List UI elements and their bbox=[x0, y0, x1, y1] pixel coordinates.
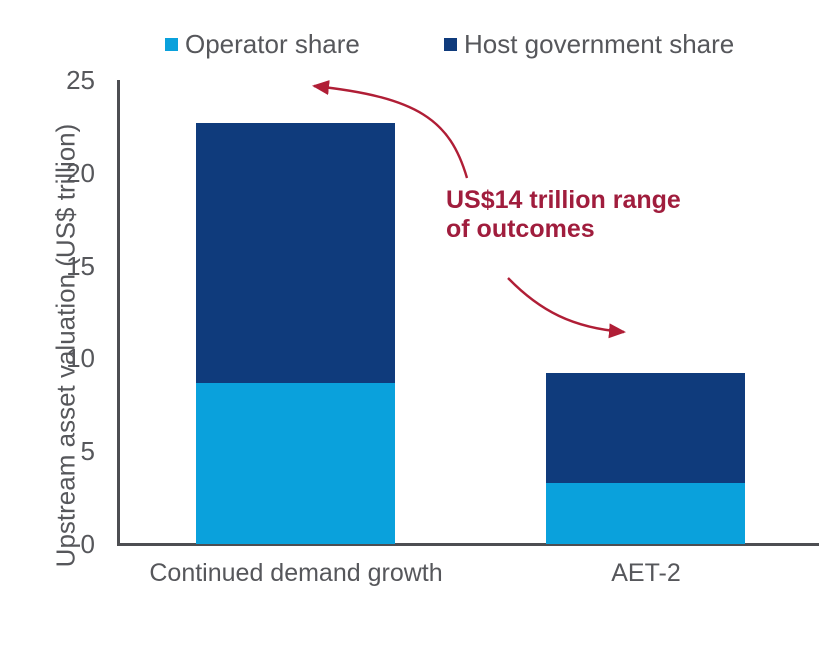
bar-2-segment-operator-share bbox=[546, 482, 745, 544]
operator-share-swatch bbox=[165, 38, 178, 51]
legend-label-operator-share: Operator share bbox=[185, 28, 360, 59]
y-tick-label-20: 20 bbox=[66, 157, 95, 188]
x-axis-line bbox=[117, 543, 819, 546]
bar-1-segment-operator-share bbox=[196, 382, 395, 544]
bar-2-segment-host-government-share bbox=[546, 373, 745, 483]
bar-2 bbox=[546, 373, 745, 544]
x-axis-label-continued-demand-growth: Continued demand growth bbox=[149, 559, 443, 587]
legend-item-host-government-share: Host government share bbox=[444, 28, 735, 59]
y-tick-label-5: 5 bbox=[80, 436, 95, 467]
y-tick-label-15: 15 bbox=[66, 250, 95, 281]
bar-1 bbox=[196, 122, 395, 544]
x-axis-label-aet-2: AET-2 bbox=[611, 559, 681, 587]
legend-label-host-government-share: Host government share bbox=[464, 28, 735, 59]
y-axis-line bbox=[117, 80, 120, 546]
host-government-share-swatch bbox=[444, 38, 457, 51]
bar-1-segment-host-government-share bbox=[196, 122, 395, 383]
legend-item-operator-share: Operator share bbox=[165, 28, 360, 59]
y-tick-label-0: 0 bbox=[80, 529, 95, 559]
range-arrow-to-bar-2 bbox=[507, 277, 626, 339]
annotation-text: US$14 trillion range of outcomes bbox=[446, 186, 681, 243]
y-tick-label-10: 10 bbox=[66, 343, 95, 374]
y-tick-label-25: 25 bbox=[66, 65, 95, 95]
